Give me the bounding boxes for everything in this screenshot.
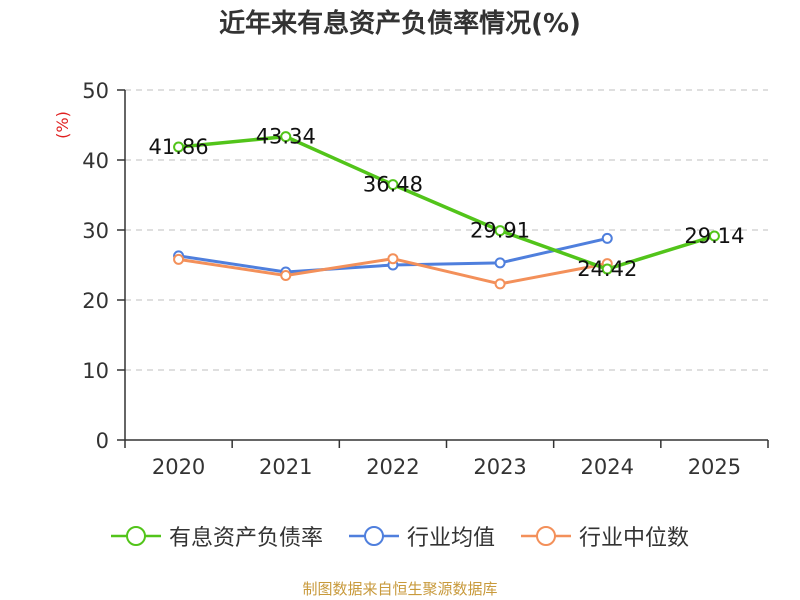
y-tick-label: 10 xyxy=(82,359,109,383)
legend-item-industry-median[interactable]: 行业中位数 xyxy=(521,520,689,552)
data-point xyxy=(494,225,506,237)
data-source-note: 制图数据来自恒生聚源数据库 xyxy=(302,580,498,598)
y-tick-label: 50 xyxy=(82,79,109,103)
data-label: 29.14 xyxy=(684,224,744,248)
legend-label: 行业中位数 xyxy=(579,526,690,551)
x-tick-label: 2023 xyxy=(473,455,526,479)
x-tick-label: 2022 xyxy=(366,455,419,479)
legend-label: 行业均值 xyxy=(406,526,495,551)
data-point xyxy=(601,232,613,244)
legend-item-interest-debt-ratio[interactable]: 有息资产负债率 xyxy=(110,520,323,552)
x-tick-label: 2021 xyxy=(259,455,312,479)
data-point xyxy=(280,270,292,281)
legend-item-industry-mean[interactable]: 行业均值 xyxy=(348,520,495,552)
y-axis-label: (%) xyxy=(53,111,72,139)
x-tick-label: 2020 xyxy=(152,455,205,479)
data-label: 36.48 xyxy=(363,173,423,197)
data-point xyxy=(494,278,506,290)
data-label: 41.86 xyxy=(149,135,209,159)
data-point xyxy=(387,253,399,265)
x-tick-label: 2025 xyxy=(688,455,741,479)
data-label: 43.34 xyxy=(256,125,316,149)
data-point xyxy=(280,131,292,143)
data-point xyxy=(601,263,613,275)
y-tick-label: 20 xyxy=(82,289,109,313)
data-point xyxy=(494,257,506,269)
series-line xyxy=(178,134,715,271)
data-point xyxy=(173,141,185,153)
legend: 有息资产负债率 行业均值 行业中位数 xyxy=(0,520,800,552)
data-point xyxy=(708,230,720,242)
x-tick-label: 2024 xyxy=(581,455,634,479)
data-label: 29.91 xyxy=(470,219,530,243)
y-tick-label: 0 xyxy=(96,429,109,453)
legend-label: 有息资产负债率 xyxy=(168,526,323,551)
data-label: 24.42 xyxy=(577,257,637,281)
legend-marker-icon xyxy=(521,526,571,546)
chart-title: 近年来有息资产负债率情况(%) xyxy=(219,9,581,39)
data-point xyxy=(387,179,399,191)
y-tick-label: 40 xyxy=(82,149,109,173)
y-tick-label: 30 xyxy=(82,219,109,243)
legend-marker-icon xyxy=(348,526,399,546)
legend-marker-icon xyxy=(110,526,161,546)
data-point xyxy=(173,253,185,265)
